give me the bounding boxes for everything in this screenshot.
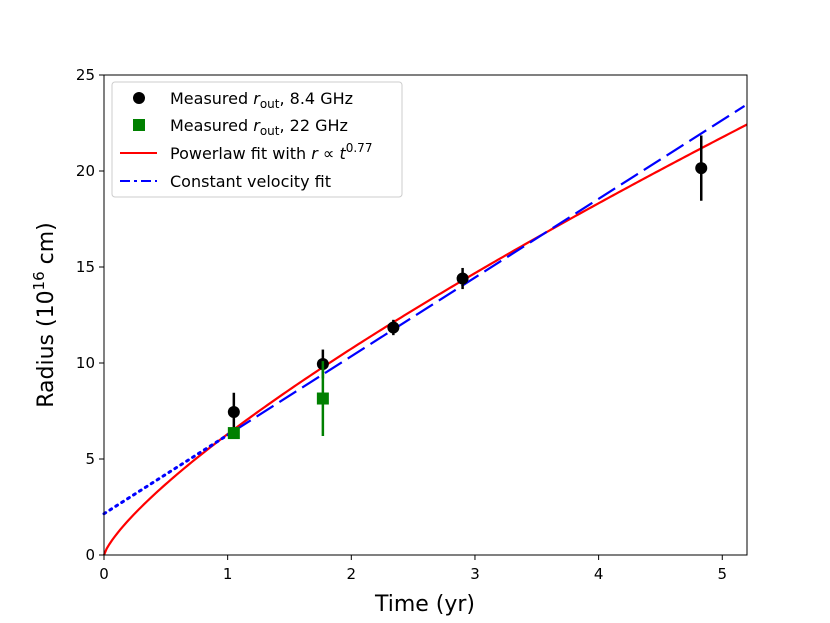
legend-box <box>111 81 403 198</box>
data-point-22-ghz <box>316 392 329 405</box>
x-tick-label: 4 <box>594 565 604 583</box>
y-tick-label: 15 <box>76 258 95 276</box>
x-tick-label: 2 <box>347 565 357 583</box>
data-point-22-ghz <box>227 427 240 440</box>
legend-entry-22-ghz: Measured rout, 22 GHz <box>133 116 348 138</box>
legend: Measured rout, 8.4 GHz Measured rout, 22… <box>111 81 403 198</box>
y-axis-title-unit: cm) <box>34 222 59 271</box>
legend-label-22-ghz: Measured rout, 22 GHz <box>170 116 348 138</box>
data-point-8-4-ghz <box>387 321 400 334</box>
legend-entry-constant-velocity: Constant velocity fit <box>120 172 331 191</box>
x-tick-label: 5 <box>717 565 727 583</box>
y-tick-label: 10 <box>76 354 95 372</box>
axis-ticks: 0 1 2 3 4 5 0 5 10 15 20 25 <box>76 66 727 583</box>
data-point-8-4-ghz <box>456 272 469 285</box>
constant-velocity-extrapolation <box>102 429 236 516</box>
y-tick-label: 0 <box>85 546 95 564</box>
legend-label-powerlaw: Powerlaw fit with r ∝ t0.77 <box>170 141 372 163</box>
legend-symbol-square <box>133 119 145 131</box>
legend-entry-powerlaw: Powerlaw fit with r ∝ t0.77 <box>120 141 372 163</box>
x-tick-label: 0 <box>99 565 109 583</box>
y-axis-title-main: Radius (10 <box>34 290 59 407</box>
data-point-8-4-ghz <box>227 405 240 418</box>
legend-label-constant-velocity: Constant velocity fit <box>170 172 331 191</box>
data-point-8-4-ghz <box>695 162 708 175</box>
constant-velocity-fit-line <box>233 105 746 432</box>
x-tick-label: 3 <box>470 565 480 583</box>
y-tick-label: 20 <box>76 162 95 180</box>
x-axis-title: Time (yr) <box>374 592 475 617</box>
fit-curves <box>102 105 748 556</box>
data-points <box>227 135 708 440</box>
legend-symbol-circle <box>133 92 145 104</box>
y-tick-label: 5 <box>85 450 95 468</box>
legend-label-8-4-ghz: Measured rout, 8.4 GHz <box>170 89 353 111</box>
x-tick-label: 1 <box>223 565 233 583</box>
y-axis-title: Radius (1016 cm) <box>30 222 59 408</box>
plot-frame <box>103 74 748 556</box>
y-tick-label: 25 <box>76 66 95 84</box>
y-axis-title-exponent: 16 <box>30 271 48 290</box>
legend-entry-8-4-ghz: Measured rout, 8.4 GHz <box>133 89 353 111</box>
